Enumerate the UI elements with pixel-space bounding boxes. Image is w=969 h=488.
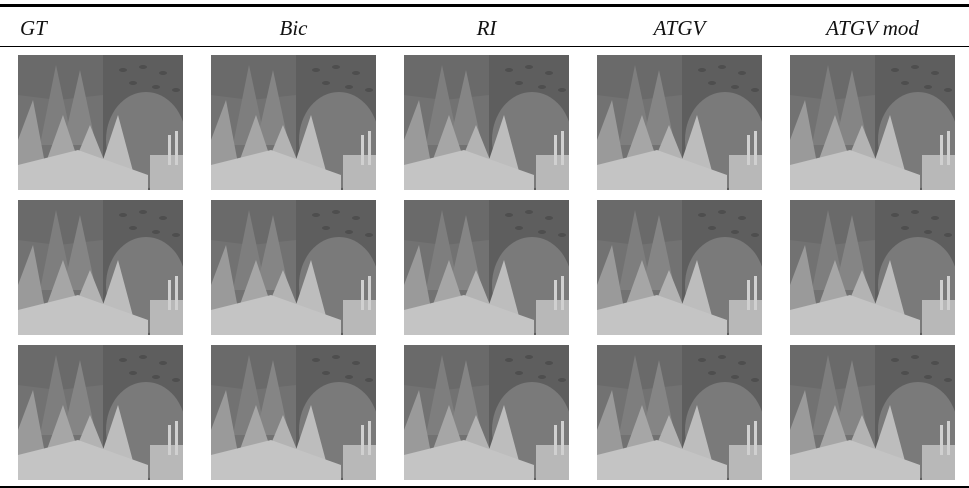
column-header: GT [20, 16, 213, 41]
depth-image [597, 55, 762, 190]
column-header: ATGV [583, 16, 776, 41]
page: {"header": {"columns": ["GT", "Bic", "RI… [0, 0, 969, 488]
depth-image [597, 200, 762, 335]
depth-image [790, 55, 955, 190]
depth-image [597, 345, 762, 480]
depth-image [211, 345, 376, 480]
top-rule [0, 4, 969, 7]
header-rule [0, 46, 969, 47]
depth-image [790, 200, 955, 335]
depth-image [790, 345, 955, 480]
depth-image [404, 55, 569, 190]
depth-image [211, 55, 376, 190]
depth-image [404, 200, 569, 335]
depth-image [404, 345, 569, 480]
column-header: Bic [197, 16, 390, 41]
depth-image [18, 345, 183, 480]
column-header: ATGV mod [776, 16, 969, 41]
depth-image [18, 55, 183, 190]
depth-image [211, 200, 376, 335]
depth-image [18, 200, 183, 335]
column-header: RI [390, 16, 583, 41]
